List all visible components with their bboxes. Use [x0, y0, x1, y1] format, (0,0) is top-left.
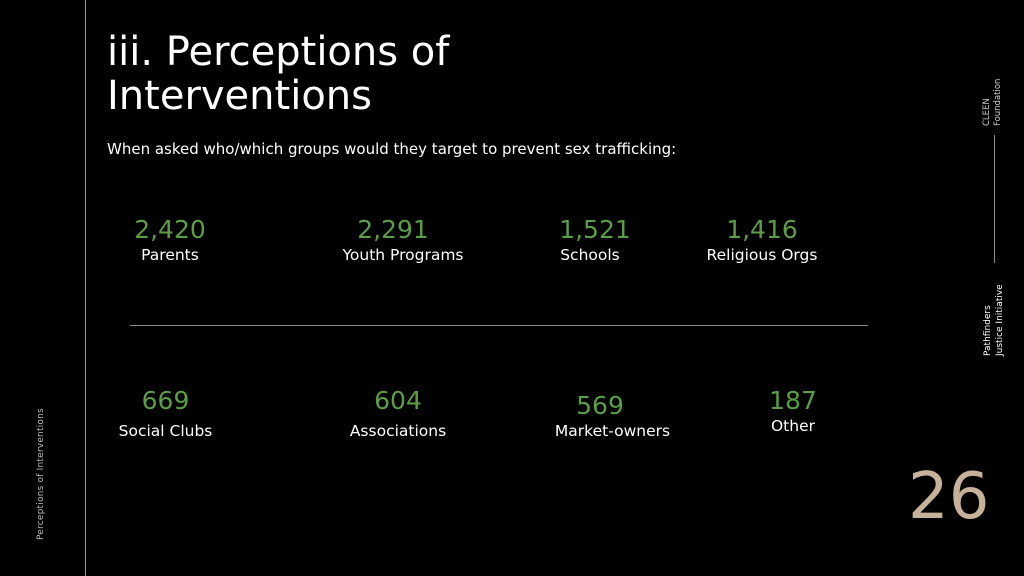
- brand-name-line-1: CLEEN: [982, 98, 992, 126]
- stat-value: 187: [769, 386, 817, 415]
- side-caption: Perceptions of Interventions: [36, 408, 46, 540]
- stat-value: 1,521: [559, 215, 631, 244]
- stat-label: Parents: [141, 246, 199, 264]
- brand-divider-line: [994, 135, 995, 263]
- brand-cleen-foundation: CLEEN Foundation: [982, 79, 1004, 126]
- brand-name-line-1: Pathfinders: [983, 305, 993, 356]
- stat-parents: 2,420 Parents: [120, 215, 220, 265]
- stat-value: 569: [576, 391, 624, 420]
- stat-other: 187 Other: [753, 386, 833, 436]
- stat-label: Religious Orgs: [706, 246, 818, 264]
- brand-name-line-2: Justice Initiative: [995, 284, 1005, 356]
- stat-value: 2,420: [134, 215, 206, 244]
- stat-social-clubs: 669 Social Clubs: [108, 386, 223, 441]
- stat-value: 669: [141, 386, 190, 415]
- stat-label: Youth Programs: [342, 246, 464, 264]
- stat-value: 2,291: [357, 215, 429, 244]
- stat-value: 1,416: [726, 215, 798, 244]
- brand-pathfinders: Pathfinders Justice Initiative: [982, 284, 1006, 356]
- stat-market-owners: 569 Market-owners: [545, 391, 680, 441]
- stat-youth-programs: 2,291 Youth Programs: [318, 215, 488, 265]
- stat-label: Schools: [560, 246, 620, 264]
- horizontal-divider: [130, 325, 868, 326]
- stat-associations: 604 Associations: [338, 386, 458, 441]
- left-divider-line: [85, 0, 86, 576]
- stat-label: Associations: [349, 422, 447, 440]
- stat-religious-orgs: 1,416 Religious Orgs: [697, 215, 827, 265]
- stat-label: Other: [770, 417, 815, 435]
- stat-schools: 1,521 Schools: [545, 215, 635, 265]
- slide-subtitle: When asked who/which groups would they t…: [107, 140, 677, 158]
- page-number: 26: [908, 460, 990, 534]
- title-line-1: iii. Perceptions of: [107, 29, 450, 75]
- stat-value: 604: [374, 386, 422, 415]
- brand-name-line-2: Foundation: [993, 78, 1003, 126]
- slide-title: iii. Perceptions of Interventions: [107, 30, 449, 118]
- stat-label: Social Clubs: [118, 422, 213, 440]
- stat-label: Market-owners: [554, 422, 671, 440]
- title-line-2: Interventions: [107, 73, 372, 119]
